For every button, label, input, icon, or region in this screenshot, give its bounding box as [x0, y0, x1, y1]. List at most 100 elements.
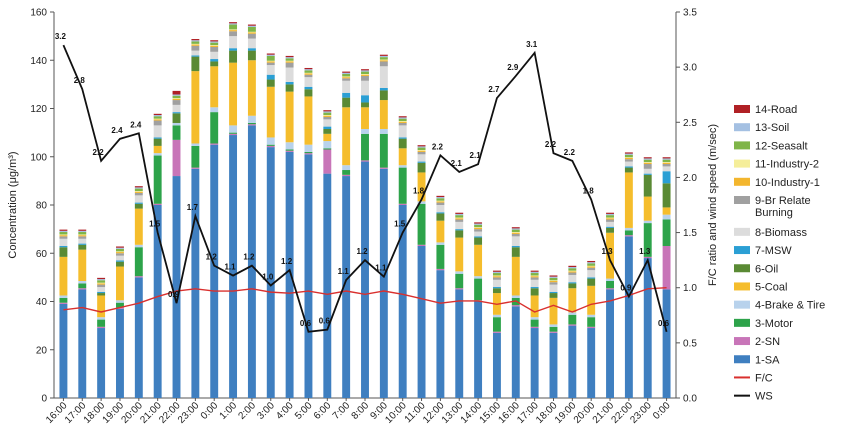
- ws-data-label: 0.9: [168, 290, 180, 299]
- bar-segment-14-road: [78, 229, 87, 231]
- y-tick-label: 20: [36, 345, 48, 356]
- bar-segment-14-road: [398, 116, 407, 118]
- bar-segment-7-msw: [210, 59, 219, 62]
- bar-segment-7-msw: [304, 86, 313, 90]
- bar-segment-13-soil: [398, 117, 407, 119]
- x-tick-label: 23:00: [176, 400, 202, 426]
- bar-segment-5-coal: [624, 172, 633, 228]
- bar-segment-11-industry-2: [304, 72, 313, 74]
- bar-segment-9-br-relate-burning: [568, 272, 577, 275]
- bar-segment-5-coal: [379, 100, 388, 130]
- bar-segment-2-sn: [285, 150, 294, 152]
- bar-segment-4-brake-tire: [116, 300, 124, 303]
- bar-segment-9-br-relate-burning: [78, 236, 87, 239]
- bar-segment-12-seasalt: [342, 74, 351, 77]
- bar-segment-1-sa: [417, 246, 426, 398]
- y-axis-title: Concentration (μg/m³): [7, 151, 19, 258]
- bar-segment-6-oil: [379, 90, 388, 101]
- bar-segment-8-biomass: [78, 238, 87, 244]
- bar-segment-4-brake-tire: [134, 244, 143, 248]
- bar-segment-5-coal: [474, 244, 483, 277]
- bar-segment-6-oil: [247, 50, 256, 61]
- bar-segment-3-motor: [78, 283, 87, 289]
- bar-segment-2-sn: [191, 167, 200, 169]
- bar-segment-4-brake-tire: [643, 220, 652, 224]
- bar-segment-9-br-relate-burning: [549, 282, 558, 285]
- bar-segment-5-coal: [342, 107, 351, 166]
- bar-segment-6-oil: [172, 113, 181, 123]
- bar-segment-11-industry-2: [398, 121, 407, 122]
- bar-segment-5-coal: [210, 66, 219, 108]
- bar-segment-6-oil: [134, 203, 143, 209]
- bar-segment-11-industry-2: [568, 270, 577, 272]
- bar-segment-1-sa: [342, 176, 351, 398]
- bar-segment-12-seasalt: [549, 277, 558, 281]
- bar-segment-12-seasalt: [606, 215, 614, 218]
- legend-swatch: [734, 227, 750, 236]
- bar-segment-12-seasalt: [116, 248, 124, 252]
- bar-segment-12-seasalt: [172, 95, 181, 99]
- bar-segment-10-industry-1: [511, 232, 520, 234]
- bar-segment-12-seasalt: [662, 159, 671, 163]
- bar-segment-3-motor: [606, 280, 614, 289]
- legend-swatch: [734, 282, 750, 291]
- bar-segment-5-coal: [436, 220, 445, 243]
- bar-segment-5-coal: [606, 232, 614, 279]
- bar-segment-8-biomass: [455, 221, 464, 230]
- ws-data-label: 2.4: [130, 120, 142, 129]
- bar-segment-8-biomass: [210, 51, 219, 60]
- bar-segment-4-brake-tire: [285, 142, 294, 150]
- bar-segment-13-soil: [624, 153, 633, 155]
- y-tick-label: 80: [36, 201, 48, 212]
- bar-segment-8-biomass: [436, 205, 445, 213]
- x-tick-label: 4:00: [274, 400, 296, 422]
- y2-tick-label: 2.5: [683, 118, 697, 129]
- legend-label: 10-Industry-1: [755, 177, 820, 189]
- bar-segment-12-seasalt: [455, 215, 464, 218]
- bar-segment-6-oil: [323, 129, 332, 134]
- bar-segment-1-sa: [210, 144, 219, 398]
- bar-segment-6-oil: [606, 227, 614, 233]
- bar-segment-8-biomass: [266, 65, 275, 75]
- bar-segment-1-sa: [549, 332, 558, 398]
- bar-segment-13-soil: [97, 279, 106, 281]
- bar-segment-6-oil: [266, 79, 275, 87]
- bar-segment-2-sn: [417, 244, 426, 247]
- bar-segment-12-seasalt: [229, 24, 238, 30]
- bar-segment-9-br-relate-burning: [59, 236, 68, 239]
- bar-segment-11-industry-2: [379, 59, 388, 61]
- legend-label: Burning: [755, 207, 793, 219]
- bar-segment-3-motor: [266, 144, 275, 146]
- y2-tick-label: 1.0: [683, 283, 697, 294]
- bar-segment-10-industry-1: [304, 73, 313, 75]
- bar-segment-9-br-relate-burning: [266, 62, 275, 66]
- bar-segment-10-industry-1: [59, 235, 68, 237]
- bar-segment-6-oil: [116, 261, 124, 267]
- bar-segment-5-coal: [247, 60, 256, 116]
- bar-segment-14-road: [549, 275, 558, 277]
- bar-segment-3-motor: [172, 125, 181, 140]
- bar-segment-1-sa: [97, 328, 106, 398]
- bar-segment-9-br-relate-burning: [511, 233, 520, 237]
- bar-segment-12-seasalt: [285, 58, 294, 61]
- bar-segment-9-br-relate-burning: [191, 45, 200, 51]
- bar-segment-6-oil: [436, 213, 445, 221]
- y2-tick-label: 3.5: [683, 8, 697, 19]
- y-tick-label: 40: [36, 297, 48, 308]
- bar-segment-9-br-relate-burning: [285, 62, 294, 68]
- legend-label: 7-MSW: [755, 245, 792, 257]
- bar-segment-7-msw: [398, 137, 407, 139]
- bar-segment-12-seasalt: [587, 263, 596, 266]
- bar-segment-8-biomass: [662, 166, 671, 172]
- bar-segment-1-sa: [266, 147, 275, 398]
- bar-segment-1-sa: [116, 308, 124, 398]
- bar-segment-14-road: [342, 71, 351, 73]
- bar-segment-14-road: [323, 110, 332, 112]
- bar-segment-12-seasalt: [304, 70, 313, 73]
- bar-segment-7-msw: [134, 202, 143, 204]
- bar-segment-3-motor: [210, 112, 219, 144]
- bar-segment-13-soil: [643, 158, 652, 160]
- bar-segment-12-seasalt: [492, 273, 501, 276]
- bar-segment-6-oil: [474, 237, 483, 245]
- bar-segment-9-br-relate-burning: [436, 202, 445, 205]
